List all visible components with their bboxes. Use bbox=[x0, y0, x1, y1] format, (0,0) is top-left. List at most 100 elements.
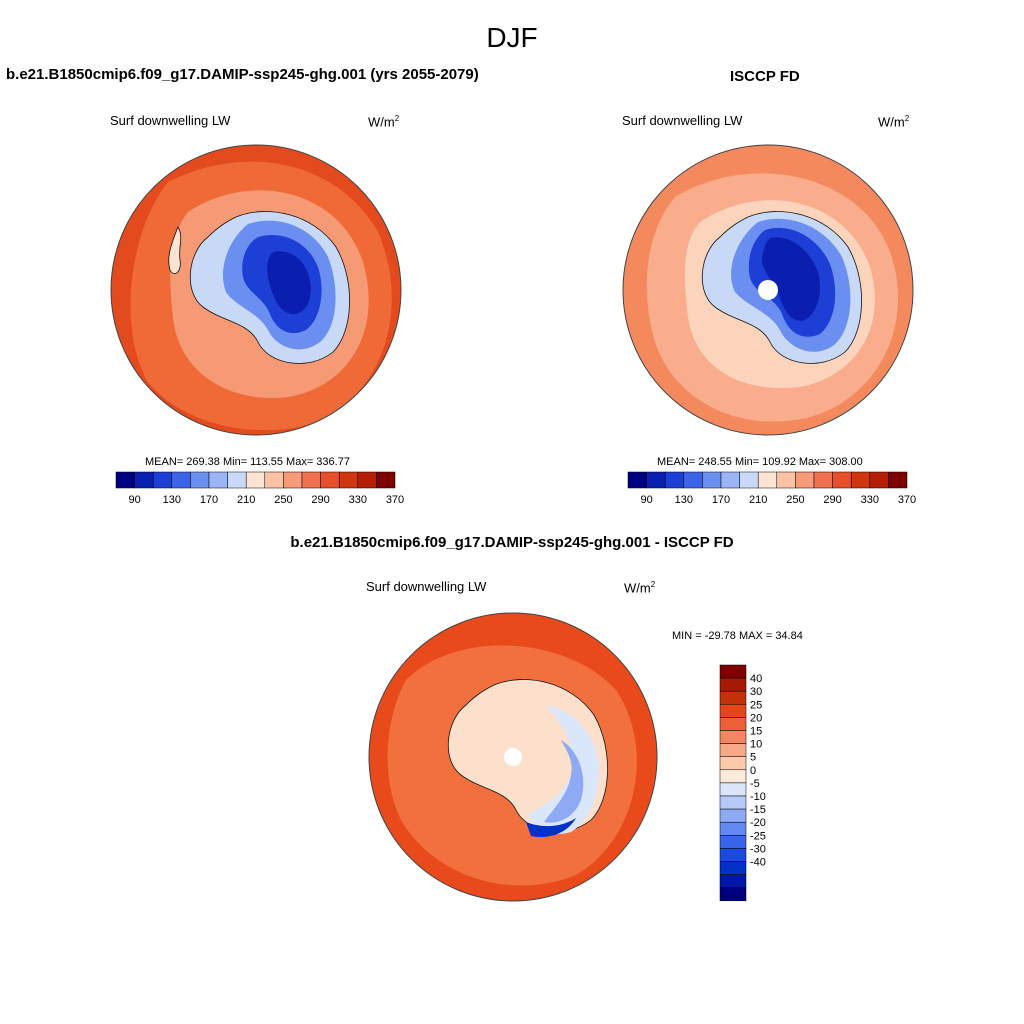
colorbar-box bbox=[719, 861, 747, 875]
colorbar-box bbox=[627, 471, 647, 489]
colorbar-tick-label: 25 bbox=[750, 699, 762, 711]
colorbar-box bbox=[683, 471, 703, 489]
colorbar-box bbox=[757, 471, 778, 489]
colorbar-tick-label: -20 bbox=[750, 817, 766, 829]
colorbar-box bbox=[719, 717, 747, 731]
colorbar-box bbox=[850, 471, 871, 489]
colorbar-tick-label: 250 bbox=[274, 494, 292, 506]
colorbar-box bbox=[357, 471, 377, 489]
colorbar-tick-label: 210 bbox=[237, 494, 255, 506]
diff-variable-label: Surf downwelling LW bbox=[366, 579, 487, 594]
model-polar-map bbox=[110, 144, 402, 436]
colorbar-box bbox=[832, 471, 852, 489]
colorbar-box bbox=[208, 471, 228, 489]
colorbar-box bbox=[719, 848, 747, 862]
colorbar-box bbox=[376, 471, 396, 489]
colorbar-box bbox=[646, 471, 666, 489]
colorbar-box bbox=[813, 471, 833, 489]
colorbar-tick-label: 10 bbox=[750, 739, 762, 751]
colorbar-box bbox=[719, 874, 747, 888]
colorbar-tick-label: 130 bbox=[675, 494, 693, 506]
colorbar-box bbox=[338, 471, 359, 489]
figure-title: DJF bbox=[486, 22, 538, 53]
colorbar-box bbox=[888, 471, 908, 489]
colorbar-tick-label: -15 bbox=[750, 804, 766, 816]
colorbar-box bbox=[301, 471, 321, 489]
diff-colorbar-boxes bbox=[719, 664, 747, 902]
colorbar-tick-label: 330 bbox=[861, 494, 879, 506]
colorbar-box bbox=[190, 471, 210, 489]
colorbar-box bbox=[719, 887, 747, 902]
model-colorbar-ticks: 90 130 170 210 250 290 330 370 bbox=[128, 494, 404, 506]
colorbar-box bbox=[227, 471, 247, 489]
colorbar-box bbox=[869, 471, 889, 489]
diff-units: W/m2 bbox=[624, 580, 656, 596]
model-panel-title: b.e21.B1850cmip6.f09_g17.DAMIP-ssp245-gh… bbox=[6, 66, 479, 83]
colorbar-box bbox=[719, 743, 747, 757]
colorbar-box bbox=[320, 471, 340, 489]
obs-colorbar-boxes bbox=[627, 471, 908, 489]
colorbar-tick-label: -30 bbox=[750, 843, 766, 855]
obs-stats: MEAN= 248.55 Min= 109.92 Max= 308.00 bbox=[657, 456, 863, 468]
colorbar-tick-label: 5 bbox=[750, 752, 756, 764]
colorbar-box bbox=[719, 730, 747, 744]
colorbar-box bbox=[719, 808, 747, 823]
colorbar-tick-label: 290 bbox=[823, 494, 841, 506]
colorbar-box bbox=[115, 471, 135, 489]
obs-colorbar: 90 130 170 210 250 290 330 370 bbox=[627, 471, 916, 506]
colorbar-tick-label: 90 bbox=[128, 494, 140, 506]
diff-panel-title: b.e21.B1850cmip6.f09_g17.DAMIP-ssp245-gh… bbox=[290, 534, 734, 551]
colorbar-box bbox=[719, 704, 747, 718]
colorbar-tick-label: -40 bbox=[750, 857, 766, 869]
colorbar-tick-label: 210 bbox=[749, 494, 767, 506]
colorbar-box bbox=[702, 471, 722, 489]
colorbar-tick-label: -25 bbox=[750, 830, 766, 842]
obs-units: W/m2 bbox=[878, 114, 910, 130]
colorbar-tick-label: 30 bbox=[750, 686, 762, 698]
obs-polar-map bbox=[622, 144, 914, 436]
colorbar-tick-label: 290 bbox=[311, 494, 329, 506]
colorbar-box bbox=[719, 769, 747, 784]
colorbar-box bbox=[795, 471, 815, 489]
colorbar-tick-label: -5 bbox=[750, 778, 760, 790]
colorbar-box bbox=[719, 690, 747, 705]
colorbar-box bbox=[739, 471, 759, 489]
colorbar-box bbox=[719, 835, 747, 849]
colorbar-box bbox=[664, 471, 685, 489]
colorbar-tick-label: 20 bbox=[750, 712, 762, 724]
diff-stats: MIN = -29.78 MAX = 34.84 bbox=[672, 630, 803, 642]
colorbar-box bbox=[245, 471, 266, 489]
colorbar-box bbox=[264, 471, 284, 489]
obs-variable-label: Surf downwelling LW bbox=[622, 113, 743, 128]
model-units: W/m2 bbox=[368, 114, 400, 130]
model-variable-label: Surf downwelling LW bbox=[110, 113, 231, 128]
colorbar-tick-label: 250 bbox=[786, 494, 804, 506]
colorbar-box bbox=[171, 471, 191, 489]
diff-polar-map bbox=[368, 612, 658, 902]
obs-panel-title: ISCCP FD bbox=[730, 68, 800, 85]
colorbar-tick-label: 170 bbox=[200, 494, 218, 506]
colorbar-tick-label: 130 bbox=[163, 494, 181, 506]
colorbar-box bbox=[719, 756, 747, 771]
colorbar-box bbox=[719, 821, 747, 836]
colorbar-box bbox=[776, 471, 796, 489]
colorbar-box bbox=[283, 471, 303, 489]
colorbar-tick-label: -10 bbox=[750, 791, 766, 803]
colorbar-box bbox=[719, 795, 747, 810]
model-colorbar: 90 130 170 210 250 290 330 370 bbox=[115, 471, 404, 506]
colorbar-tick-label: 370 bbox=[898, 494, 916, 506]
colorbar-tick-label: 40 bbox=[750, 673, 762, 685]
colorbar-box bbox=[720, 471, 740, 489]
colorbar-box bbox=[152, 471, 173, 489]
colorbar-tick-label: 330 bbox=[349, 494, 367, 506]
colorbar-tick-label: 0 bbox=[750, 765, 756, 777]
colorbar-tick-label: 90 bbox=[640, 494, 652, 506]
colorbar-box bbox=[719, 677, 747, 692]
obs-colorbar-ticks: 90 130 170 210 250 290 330 370 bbox=[640, 494, 916, 506]
colorbar-tick-label: 170 bbox=[712, 494, 730, 506]
colorbar-box bbox=[719, 782, 747, 797]
colorbar-tick-label: 370 bbox=[386, 494, 404, 506]
model-stats: MEAN= 269.38 Min= 113.55 Max= 336.77 bbox=[145, 456, 350, 468]
